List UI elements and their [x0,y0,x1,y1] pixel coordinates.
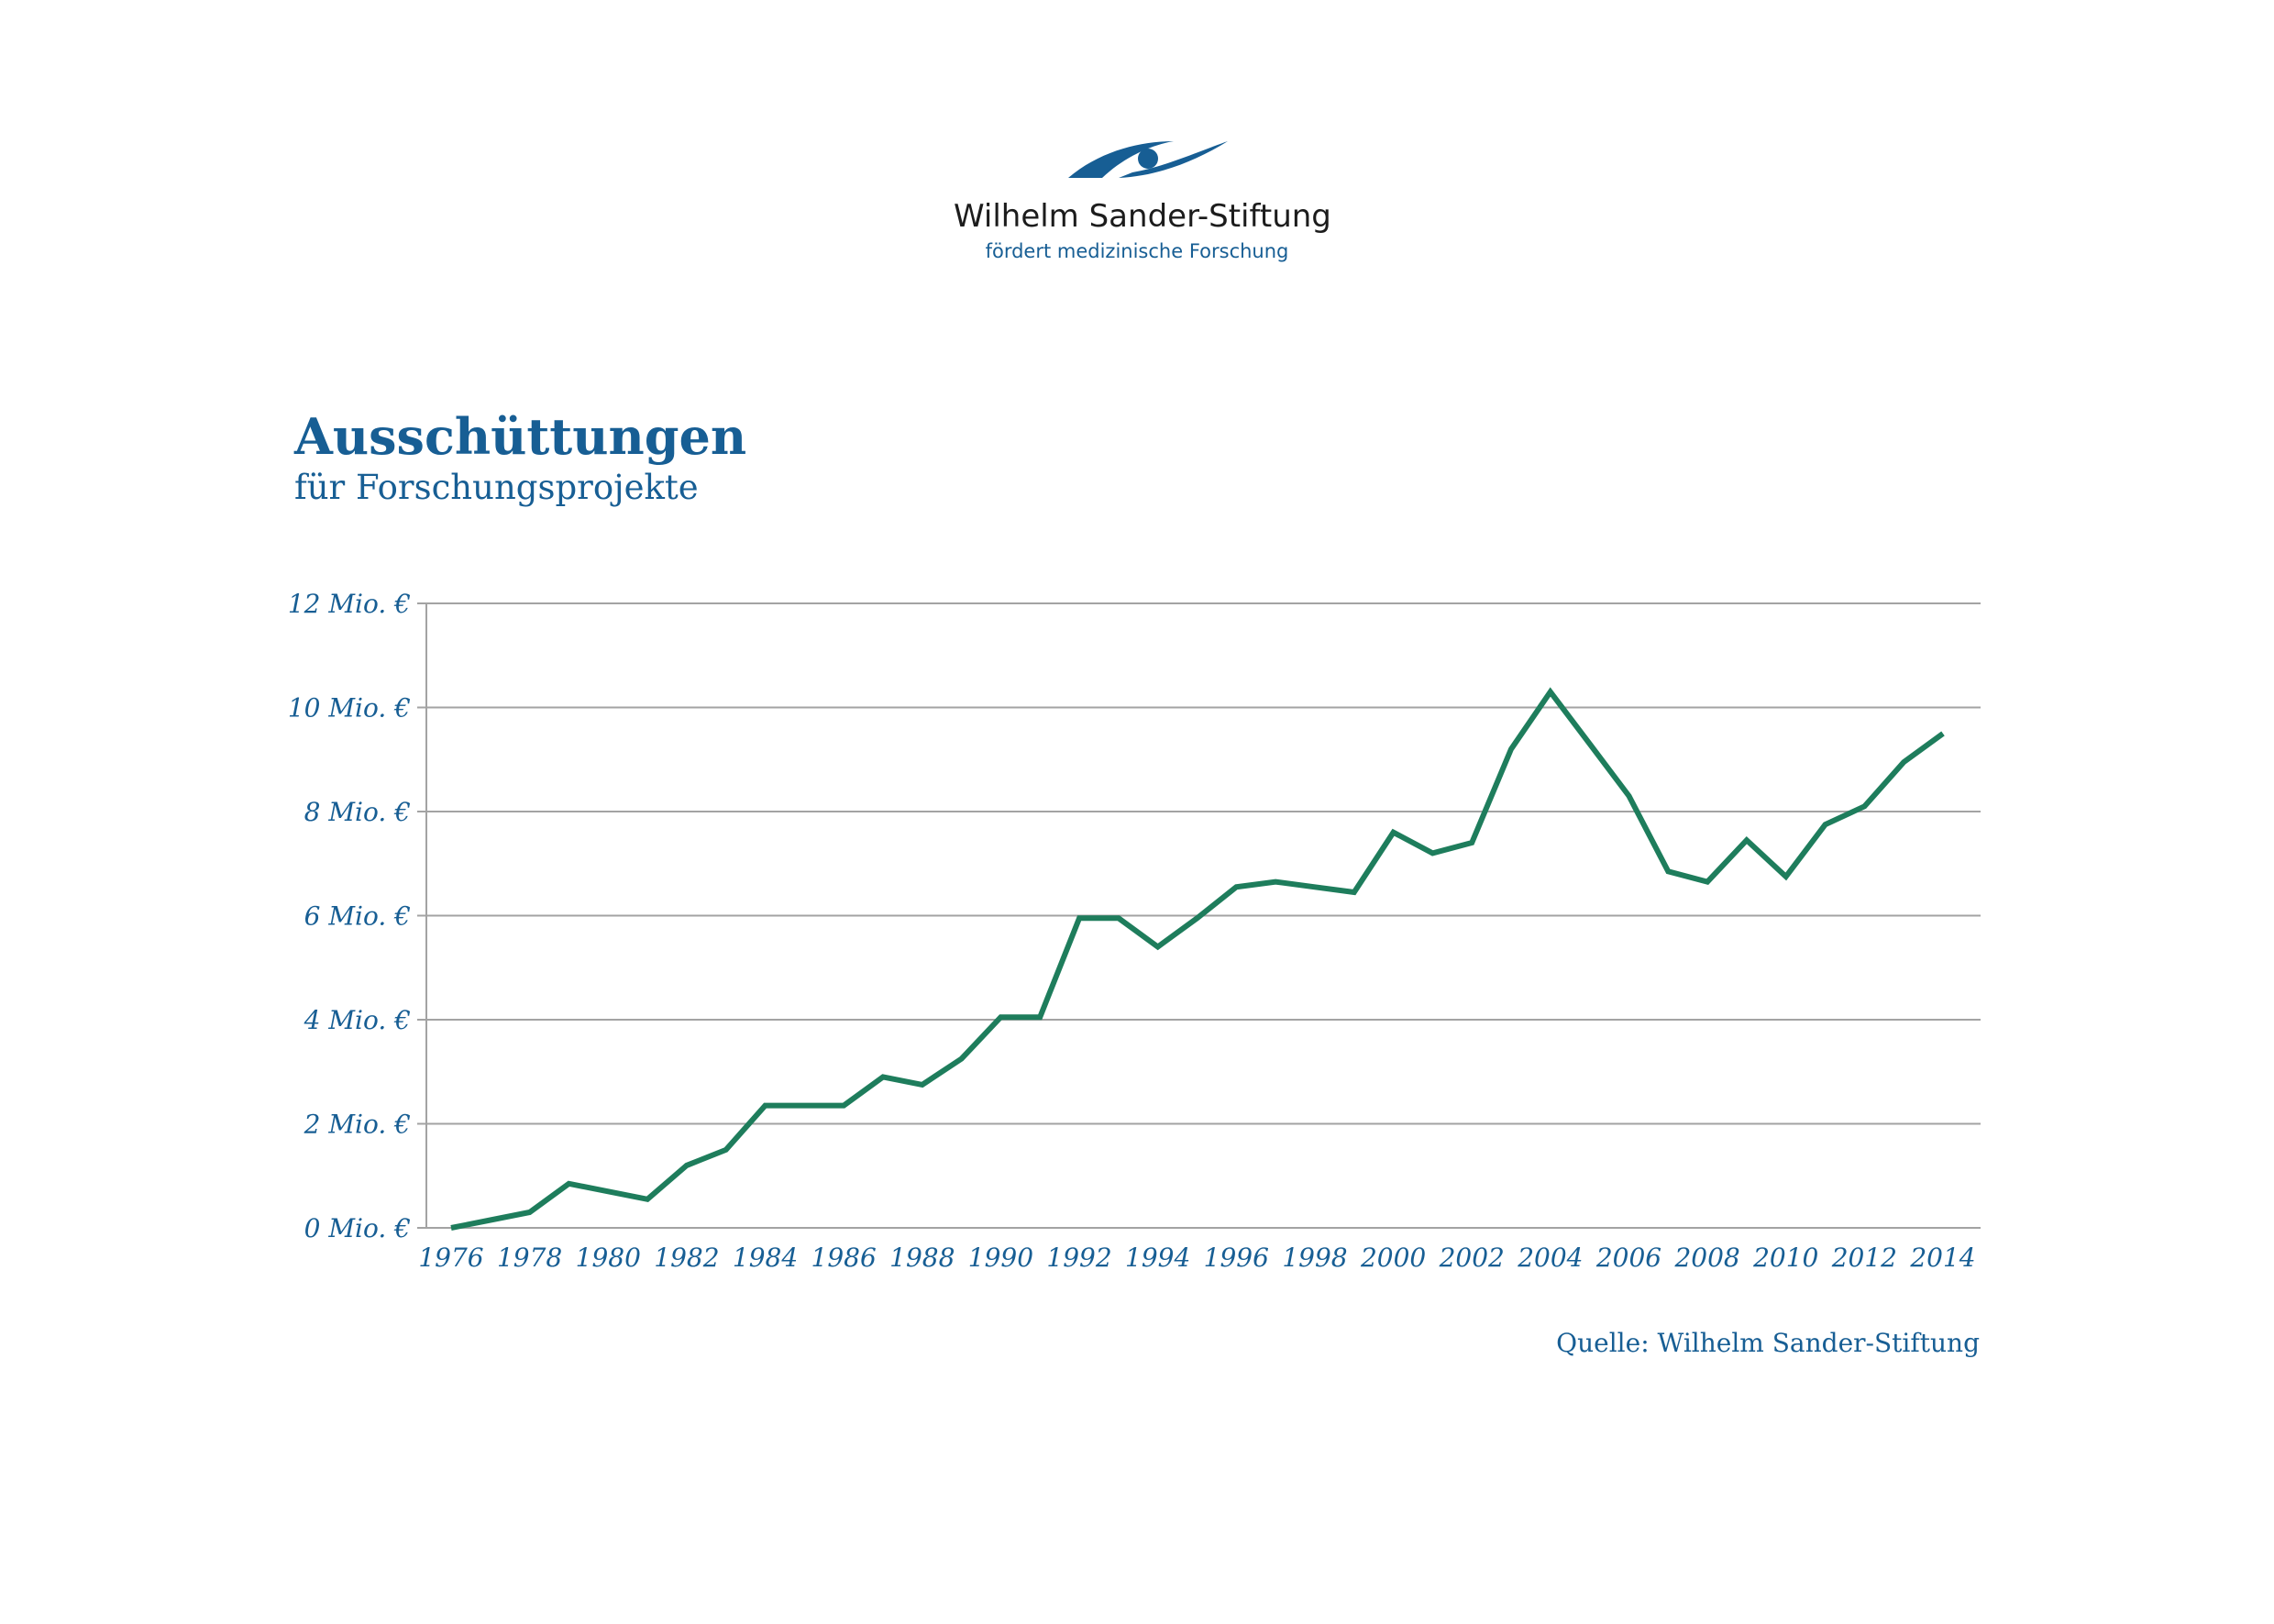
x-tick-label: 2012 [1831,1243,1897,1273]
x-tick-label: 1990 [968,1243,1033,1273]
y-tick-label: 4 Mio. € [304,1005,411,1035]
y-tick-label: 6 Mio. € [304,901,411,932]
x-tick-label: 1980 [576,1243,641,1273]
eye-logo-icon [1068,141,1228,178]
logo-tagline: fördert medizinische Forschung [985,240,1289,262]
logo-name: Wilhelm Sander-Stiftung [954,198,1331,235]
x-tick-label: 2002 [1439,1243,1505,1273]
series-line [450,687,1945,1231]
y-tick-label: 0 Mio. € [304,1213,411,1243]
y-tick-labels: 0 Mio. € 2 Mio. € 4 Mio. € 6 Mio. € 8 Mio. €… [288,589,411,1243]
logo: Wilhelm Sander-Stiftung fördert medizini… [954,138,1331,275]
x-tick-label: 1996 [1204,1243,1269,1273]
axes [417,602,427,1229]
x-tick-label: 1976 [418,1243,483,1273]
x-tick-label: 1988 [889,1243,955,1273]
x-tick-label: 1986 [811,1243,877,1273]
series-lines [450,687,1945,1231]
y-tick-label: 10 Mio. € [288,693,411,724]
x-tick-label: 1998 [1282,1243,1347,1273]
y-tick-label: 8 Mio. € [304,797,411,827]
x-tick-label: 1994 [1125,1243,1190,1273]
x-tick-label: 2008 [1673,1243,1739,1273]
x-tick-label: 2010 [1752,1243,1818,1273]
chart-subtitle: für Forschungsprojekte [294,468,699,507]
x-tick-label: 2000 [1360,1243,1426,1273]
x-tick-label: 1978 [497,1243,562,1273]
x-tick-label: 1992 [1046,1243,1111,1273]
y-tick-label: 12 Mio. € [288,589,411,619]
x-tick-label: 2004 [1517,1243,1583,1273]
chart-title: Ausschüttungen [294,407,747,466]
x-tick-label: 2014 [1909,1243,1975,1273]
x-tick-labels: 1976 1978 1980 1982 1984 1986 1988 1990 1992 1994… [418,1243,1975,1273]
x-tick-label: 2006 [1595,1243,1661,1273]
x-tick-label: 1984 [733,1243,798,1273]
x-tick-label: 1982 [654,1243,719,1273]
y-tick-label: 2 Mio. € [304,1110,411,1140]
source-note: Quelle: Wilhelm Sander-Stiftung [1556,1328,1980,1358]
